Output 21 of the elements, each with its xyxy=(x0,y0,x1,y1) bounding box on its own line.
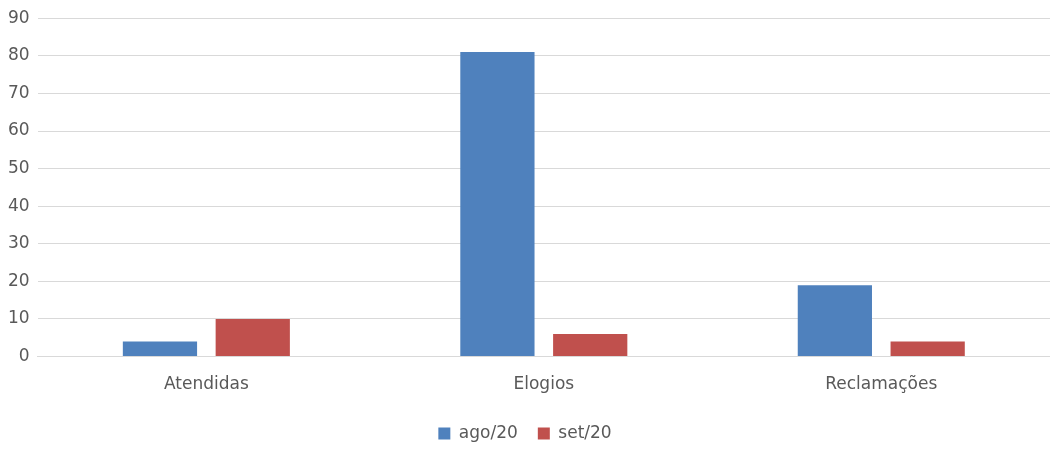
legend-label: ago/20 xyxy=(458,421,518,442)
bar xyxy=(460,52,535,357)
y-tick-label: 40 xyxy=(7,194,30,215)
y-tick-label: 20 xyxy=(7,269,30,290)
x-tick-label: Elogios xyxy=(513,373,575,394)
y-tick-label: 70 xyxy=(7,81,30,102)
x-tick-label: Reclamações xyxy=(825,373,938,394)
y-tick-label: 10 xyxy=(7,307,30,328)
legend-label: set/20 xyxy=(558,421,612,442)
bar xyxy=(890,341,965,357)
bar xyxy=(215,319,290,357)
x-tick-label: Atendidas xyxy=(163,373,249,394)
bar xyxy=(553,334,628,357)
y-tick-label: 50 xyxy=(7,157,30,178)
y-tick-label: 0 xyxy=(18,345,30,366)
bar xyxy=(797,285,872,357)
y-tick-label: 30 xyxy=(7,232,30,253)
y-tick-label: 80 xyxy=(7,44,30,65)
y-tick-label: 90 xyxy=(7,6,30,27)
bar xyxy=(122,341,198,357)
y-tick-label: 60 xyxy=(7,119,30,140)
